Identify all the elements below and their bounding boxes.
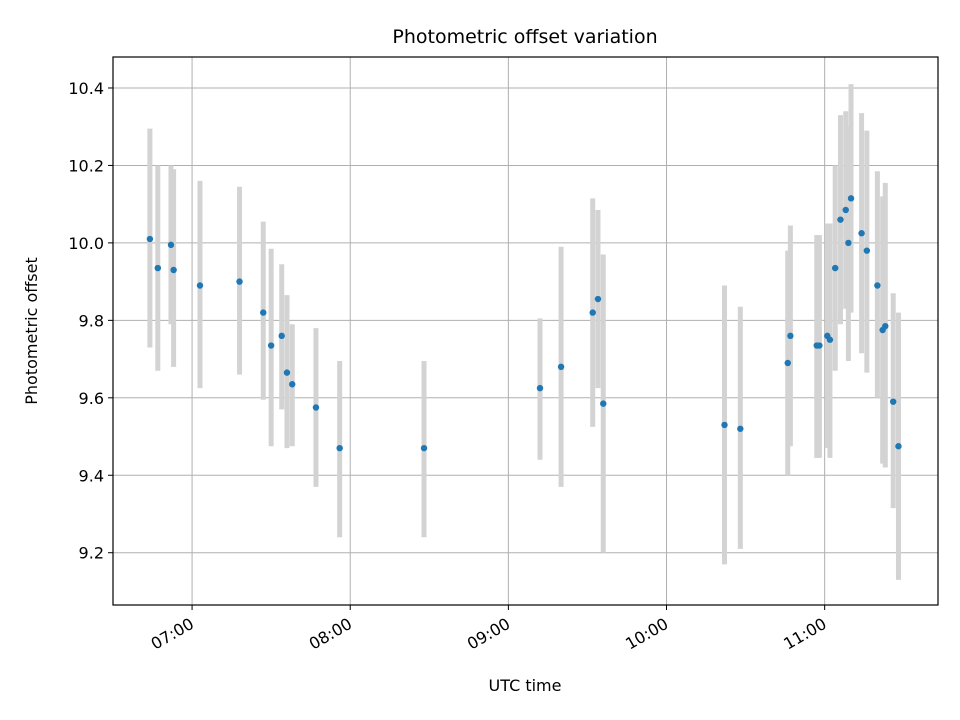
data-point bbox=[600, 400, 607, 407]
data-point bbox=[289, 381, 296, 388]
y-tick-label: 10.2 bbox=[68, 156, 104, 175]
data-point bbox=[536, 384, 544, 392]
grid bbox=[113, 57, 938, 605]
data-point bbox=[847, 195, 855, 202]
y-axis-label: Photometric offset bbox=[22, 257, 41, 405]
data-point bbox=[882, 322, 889, 330]
data-point bbox=[154, 264, 162, 272]
data-point bbox=[858, 230, 865, 237]
data-point bbox=[267, 342, 275, 349]
data-point bbox=[721, 421, 728, 429]
plot-frame bbox=[112, 56, 939, 606]
data-points bbox=[146, 195, 902, 452]
data-point bbox=[594, 295, 602, 303]
data-point bbox=[889, 398, 897, 405]
data-point bbox=[589, 309, 596, 316]
data-point bbox=[816, 342, 823, 349]
data-point bbox=[737, 425, 744, 432]
data-point bbox=[170, 266, 177, 274]
data-point bbox=[420, 444, 428, 452]
data-point bbox=[260, 309, 267, 316]
data-point bbox=[874, 282, 881, 289]
y-tick-label: 9.8 bbox=[79, 311, 104, 330]
data-point bbox=[283, 369, 291, 376]
data-point bbox=[312, 404, 320, 411]
data-point bbox=[196, 282, 204, 289]
data-point bbox=[826, 336, 834, 343]
data-point bbox=[146, 235, 154, 243]
data-point bbox=[837, 216, 844, 223]
data-point bbox=[236, 278, 243, 285]
y-tick-label: 9.4 bbox=[79, 466, 104, 485]
data-point bbox=[842, 206, 849, 214]
data-point bbox=[557, 363, 565, 371]
data-point bbox=[784, 359, 791, 367]
y-tick-label: 10.4 bbox=[68, 79, 104, 98]
data-point bbox=[167, 241, 175, 249]
y-tick-label: 9.6 bbox=[79, 389, 104, 408]
data-point bbox=[336, 444, 343, 452]
data-point bbox=[895, 443, 902, 450]
y-tick-label: 10.0 bbox=[68, 234, 104, 253]
data-point bbox=[832, 264, 839, 272]
x-axis-label: UTC time bbox=[489, 676, 562, 695]
data-point bbox=[278, 332, 285, 340]
data-point bbox=[845, 239, 852, 247]
data-point bbox=[863, 247, 871, 254]
y-tick-label: 9.2 bbox=[79, 544, 104, 563]
y-axis: 9.2 9.4 9.6 9.8 10.0 10.2 10.4 bbox=[68, 79, 113, 563]
data-point bbox=[787, 332, 794, 340]
chart-title: Photometric offset variation bbox=[392, 26, 657, 48]
